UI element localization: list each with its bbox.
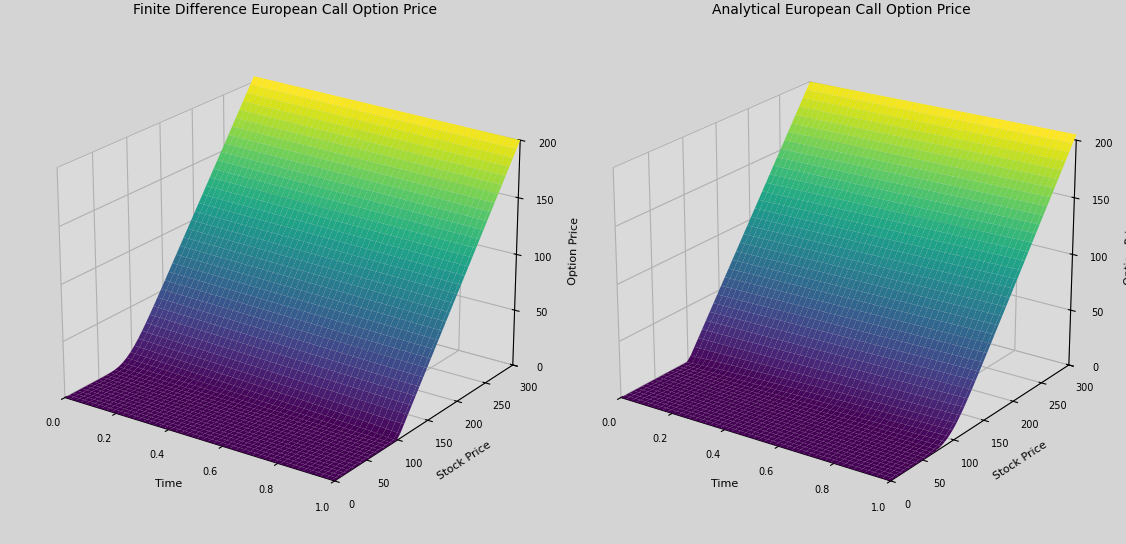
Y-axis label: Stock Price: Stock Price (436, 440, 493, 481)
Title: Finite Difference European Call Option Price: Finite Difference European Call Option P… (133, 3, 437, 17)
Title: Analytical European Call Option Price: Analytical European Call Option Price (712, 3, 971, 17)
X-axis label: Time: Time (155, 479, 182, 489)
Y-axis label: Stock Price: Stock Price (992, 440, 1048, 481)
X-axis label: Time: Time (712, 479, 739, 489)
